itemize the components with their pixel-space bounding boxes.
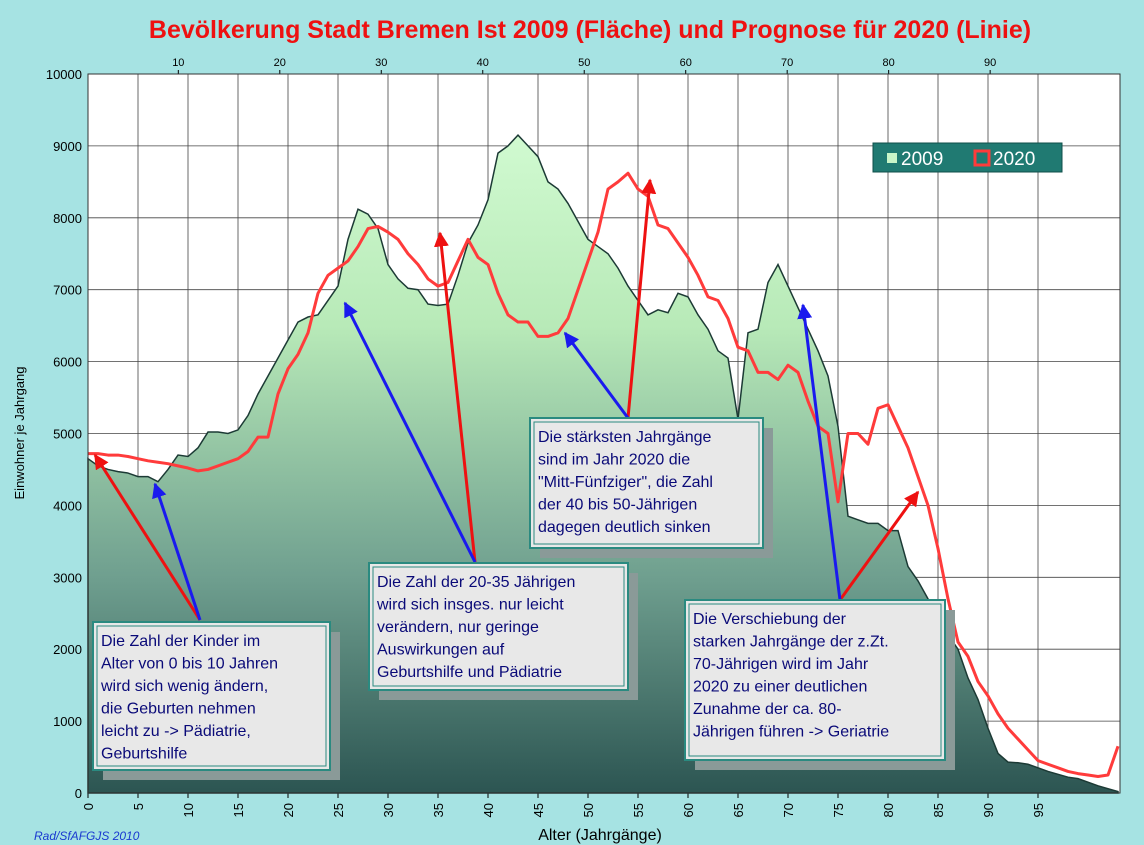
x-tick-label: 15 [231, 803, 246, 817]
x-tick-label: 95 [1031, 803, 1046, 817]
note-text: Alter von 0 bis 10 Jahren [101, 656, 278, 673]
plot-frame [87, 73, 1121, 794]
note-box [368, 562, 629, 691]
x-tick-label: 35 [431, 803, 446, 817]
note-text: Auswirkungen auf [377, 642, 505, 659]
x-tick-label: 85 [931, 803, 946, 817]
x2-tick-label: 60 [680, 57, 692, 69]
x-tick-label: 10 [181, 803, 196, 817]
x-tick-label: 55 [631, 803, 646, 817]
x2-tick-label: 80 [883, 57, 895, 69]
x-tick-label: 50 [581, 803, 596, 817]
legend-label: 2020 [993, 149, 1035, 170]
note-text: Geburtshilfe und Pädiatrie [377, 664, 562, 681]
x-tick-label: 90 [981, 803, 996, 817]
legend-box [872, 142, 1063, 173]
note-text: Die Zahl der 20-35 Jährigen [377, 574, 575, 591]
y-tick-label: 10000 [46, 67, 82, 82]
x2-tick-label: 50 [578, 57, 590, 69]
legend-label: 2009 [901, 149, 943, 170]
x-tick-label: 5 [131, 803, 146, 810]
y-tick-label: 9000 [53, 139, 82, 154]
x-tick-label: 80 [881, 803, 896, 817]
legend-swatch [887, 153, 897, 163]
arrow [838, 490, 920, 601]
line [88, 171, 1120, 778]
note-text: Geburtshilfe [101, 746, 187, 763]
note-text: wird sich insges. nur leicht [376, 597, 564, 614]
credit: Rad/SfAFGJS 2010 [34, 829, 140, 843]
note-text: leicht zu -> Pädiatrie, [101, 723, 251, 740]
note-box [92, 621, 331, 771]
y-axis-label: Einwohner je Jahrgang [12, 367, 27, 500]
legend-swatch [973, 149, 991, 167]
note-text: 2020 zu einer deutlichen [693, 679, 867, 696]
note-inner [372, 566, 625, 687]
x-tick-label: 75 [831, 803, 846, 817]
y-tick-label: 4000 [53, 498, 82, 513]
x-tick-label: 20 [281, 803, 296, 817]
note-text: 70-Jährigen wird im Jahr [693, 656, 869, 673]
note-inner [688, 603, 942, 757]
note-text: Die Verschiebung der [693, 611, 847, 628]
x-tick-label: 60 [681, 803, 696, 817]
note-text: verändern, nur geringe [377, 619, 539, 636]
arrow [797, 303, 842, 601]
note-text: Jährigen führen -> Geriatrie [693, 724, 889, 741]
chart-title: Bevölkerung Stadt Bremen Ist 2009 (Fläch… [149, 16, 1031, 44]
note-text: Die Zahl der Kinder im [101, 633, 260, 650]
arrow [93, 453, 202, 621]
x2-tick-label: 20 [274, 57, 286, 69]
x2-tick-label: 40 [477, 57, 489, 69]
y-tick-label: 7000 [53, 283, 82, 298]
x-tick-label: 70 [781, 803, 796, 817]
x2-tick-label: 10 [172, 57, 184, 69]
note-text: sind im Jahr 2020 die [538, 452, 690, 469]
y-tick-label: 8000 [53, 211, 82, 226]
x2-tick-label: 70 [781, 57, 793, 69]
x-tick-label: 40 [481, 803, 496, 817]
note-inner [533, 421, 760, 545]
x-tick-label: 30 [381, 803, 396, 817]
arrow [152, 482, 202, 621]
note-box [684, 599, 946, 761]
y-tick-label: 5000 [53, 427, 82, 442]
y-tick-label: 0 [75, 786, 82, 801]
note-inner [96, 625, 327, 767]
arrow [626, 178, 657, 419]
note-text: der 40 bis 50-Jährigen [538, 497, 697, 514]
note-box [529, 417, 764, 549]
arrow [433, 231, 477, 563]
note-text: wird sich wenig ändern, [100, 678, 268, 695]
arrows [93, 178, 920, 621]
y-tick-label: 1000 [53, 714, 82, 729]
x2-tick-label: 30 [375, 57, 387, 69]
x-tick-label: 25 [331, 803, 346, 817]
note-text: die Geburten nehmen [101, 701, 256, 718]
note-text: Die stärksten Jahrgänge [538, 429, 712, 446]
note-text: Zunahme der ca. 80- [693, 701, 842, 718]
note-text: "Mitt-Fünfziger", die Zahl [538, 474, 713, 491]
y-tick-label: 3000 [53, 570, 82, 585]
arrow [563, 331, 630, 419]
x-axis-label: Alter (Jahrgänge) [538, 827, 662, 844]
x-tick-label: 45 [531, 803, 546, 817]
arrow [343, 301, 477, 563]
y-tick-label: 2000 [53, 642, 82, 657]
note-text: dagegen deutlich sinken [538, 519, 711, 536]
note-text: starken Jahrgänge der z.Zt. [693, 634, 889, 651]
y-tick-label: 6000 [53, 355, 82, 370]
x-tick-label: 65 [731, 803, 746, 817]
x-tick-label: 0 [81, 803, 96, 810]
x2-tick-label: 90 [984, 57, 996, 69]
